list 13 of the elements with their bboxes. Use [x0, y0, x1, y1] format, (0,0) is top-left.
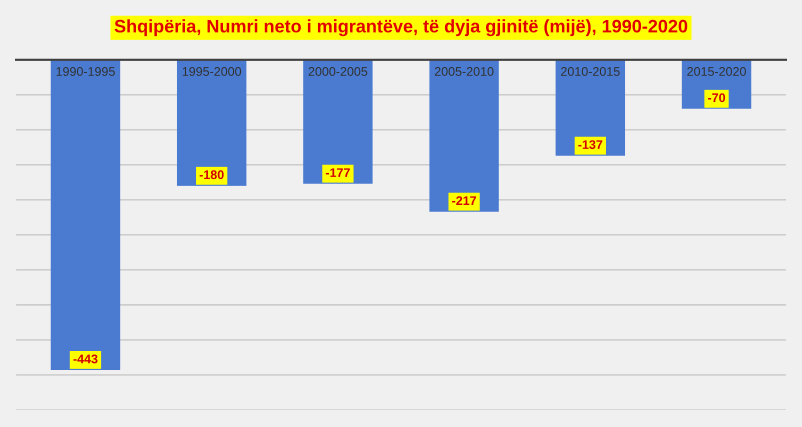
x-tick-label: 2010-2015: [561, 67, 620, 76]
data-label: -180: [200, 170, 224, 180]
data-label: -217: [452, 196, 476, 205]
x-tick-label: 1990-1995: [56, 67, 115, 76]
x-tick-label: 1995-2000: [182, 67, 242, 76]
data-label: -137: [578, 140, 602, 150]
x-tick-label: 2015-2020: [687, 67, 746, 76]
data-label: -70: [708, 93, 726, 102]
x-tick-label: 2000-2005: [308, 67, 368, 76]
x-tick-label: 2005-2010: [434, 67, 494, 76]
data-label: -443: [73, 354, 98, 364]
chart-title: Shqipëria, Numri neto i migrantëve, të dyja gjinitë (mijë), 1990-2020: [114, 19, 688, 36]
data-label: -177: [326, 168, 350, 177]
